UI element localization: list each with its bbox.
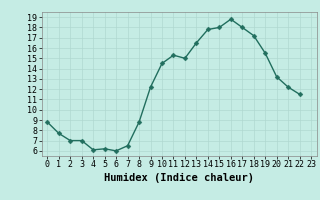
X-axis label: Humidex (Indice chaleur): Humidex (Indice chaleur) [104,173,254,183]
